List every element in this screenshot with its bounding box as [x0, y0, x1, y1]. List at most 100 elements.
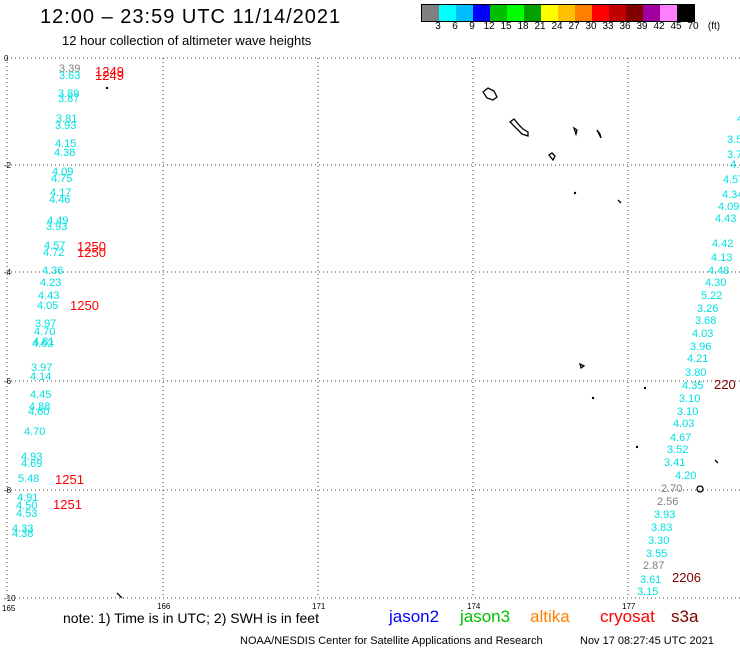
swh-value: 3.7	[727, 149, 740, 161]
swh-value: 4.53	[16, 508, 37, 520]
swh-value: 4.38	[54, 147, 75, 159]
swh-value: 4.35	[682, 380, 703, 392]
swh-value: 4.69	[21, 458, 42, 470]
legend-swatch	[473, 5, 490, 21]
island-outline	[696, 485, 704, 493]
footer-note: note: 1) Time is in UTC; 2) SWH is in fe…	[63, 610, 319, 626]
x-tick-label: 165	[2, 604, 16, 613]
legend-label: 6	[452, 21, 458, 32]
swh-value: 4.46	[49, 194, 70, 206]
swh-value: 3.93	[654, 509, 675, 521]
swh-value: 4.60	[28, 406, 49, 418]
x-tick-label: 174	[467, 602, 481, 611]
swh-value: 4.	[737, 113, 740, 125]
legend-label: 42	[653, 21, 665, 32]
legend-label: 39	[636, 21, 648, 32]
swh-value: 4.03	[673, 418, 694, 430]
swh-value: 4.13	[711, 252, 732, 264]
swh-value: 4.23	[40, 277, 61, 289]
cryosat-time-label: 1250	[77, 245, 106, 260]
cryosat-time-label: 1249	[95, 68, 124, 83]
footer-timestamp: Nov 17 08:27:45 UTC 2021	[580, 635, 714, 647]
swh-value: 3.93	[55, 120, 76, 132]
satellite-label-jason2: jason2	[389, 607, 440, 626]
legend-label: 24	[551, 21, 563, 32]
swh-value: 4.45	[30, 389, 51, 401]
page-title: 12:00 – 23:59 UTC 11/14/2021	[40, 6, 342, 28]
swh-value: 3.83	[651, 522, 672, 534]
swh-value: 4.05	[37, 300, 58, 312]
cryosat-time-label: 1251	[55, 472, 84, 487]
swh-value: 4.43	[38, 290, 59, 302]
y-tick-label: 0	[4, 54, 9, 63]
swh-value: 3.41	[664, 457, 685, 469]
swh-value: 4.70	[34, 326, 55, 338]
swh-value: 3.10	[679, 393, 700, 405]
swh-value: 5.22	[701, 290, 722, 302]
swh-value: 4.14	[30, 371, 51, 383]
y-tick-label: -6	[4, 377, 12, 386]
page-subtitle: 12 hour collection of altimeter wave hei…	[62, 33, 312, 48]
island-outline	[482, 87, 498, 101]
y-tick-label: -10	[4, 594, 16, 603]
swh-value: 4.57	[723, 174, 740, 186]
legend-swatch	[575, 5, 592, 21]
cryosat-time-label: 1250	[77, 239, 106, 254]
swh-value: 3.5	[727, 134, 740, 146]
legend-label: (ft)	[707, 21, 721, 32]
swh-value: 4.91	[17, 492, 38, 504]
satellite-label-s3a: s3a	[671, 607, 699, 626]
legend-swatch	[422, 5, 439, 21]
x-tick-label: 166	[157, 602, 171, 611]
legend-label: 70	[687, 21, 699, 32]
legend-swatch	[558, 5, 575, 21]
legend-swatch	[541, 5, 558, 21]
color-legend	[421, 4, 695, 22]
y-tick-label: -4	[4, 268, 12, 277]
swh-value: 4.43	[715, 213, 736, 225]
swh-value: 4.03	[692, 328, 713, 340]
legend-swatch	[524, 5, 541, 21]
swh-value: 4.50	[16, 500, 37, 512]
x-tick-label: 177	[622, 602, 636, 611]
legend-label: 15	[500, 21, 512, 32]
footer-credit: NOAA/NESDIS Center for Satellite Applica…	[240, 635, 543, 647]
swh-value: 4.21	[687, 353, 708, 365]
swh-value: 4.09	[718, 201, 739, 213]
swh-value: 2.56	[657, 496, 678, 508]
s3a-time-label: 2206	[672, 570, 701, 585]
swh-value: 4.	[730, 159, 739, 171]
legend-label: 18	[517, 21, 529, 32]
swh-value: 3.68	[695, 315, 716, 327]
satellite-label-cryosat: cryosat	[600, 607, 655, 626]
island-dot	[591, 396, 595, 400]
swh-value: 4.17	[50, 187, 71, 199]
island-outline	[572, 126, 578, 137]
legend-swatch	[507, 5, 524, 21]
swh-value: 3.81	[56, 113, 77, 125]
legend-swatch	[626, 5, 643, 21]
swh-value: 3.10	[677, 406, 698, 418]
island-dot	[643, 386, 647, 390]
satellite-label-jason3: jason3	[460, 607, 511, 626]
legend-label: 12	[483, 21, 495, 32]
swh-value: 3.97	[35, 318, 56, 330]
legend-label: 33	[602, 21, 614, 32]
legend-label: 9	[469, 21, 475, 32]
legend-label: 30	[585, 21, 597, 32]
cryosat-time-label: 1250	[70, 298, 99, 313]
island-outline	[596, 129, 602, 139]
swh-value: 3.97	[31, 362, 52, 374]
swh-value: 3.80	[685, 367, 706, 379]
y-tick-label: -8	[4, 486, 12, 495]
swh-value: 4.33	[12, 523, 33, 535]
y-tick-label: -2	[4, 161, 12, 170]
island-outline	[116, 592, 123, 599]
swh-value: 4.49	[47, 215, 68, 227]
legend-label: 27	[568, 21, 580, 32]
swh-value: 4.38	[12, 528, 33, 540]
legend-label: 36	[619, 21, 631, 32]
swh-value: 4.57	[44, 240, 65, 252]
swh-value: 3.15	[637, 586, 658, 598]
